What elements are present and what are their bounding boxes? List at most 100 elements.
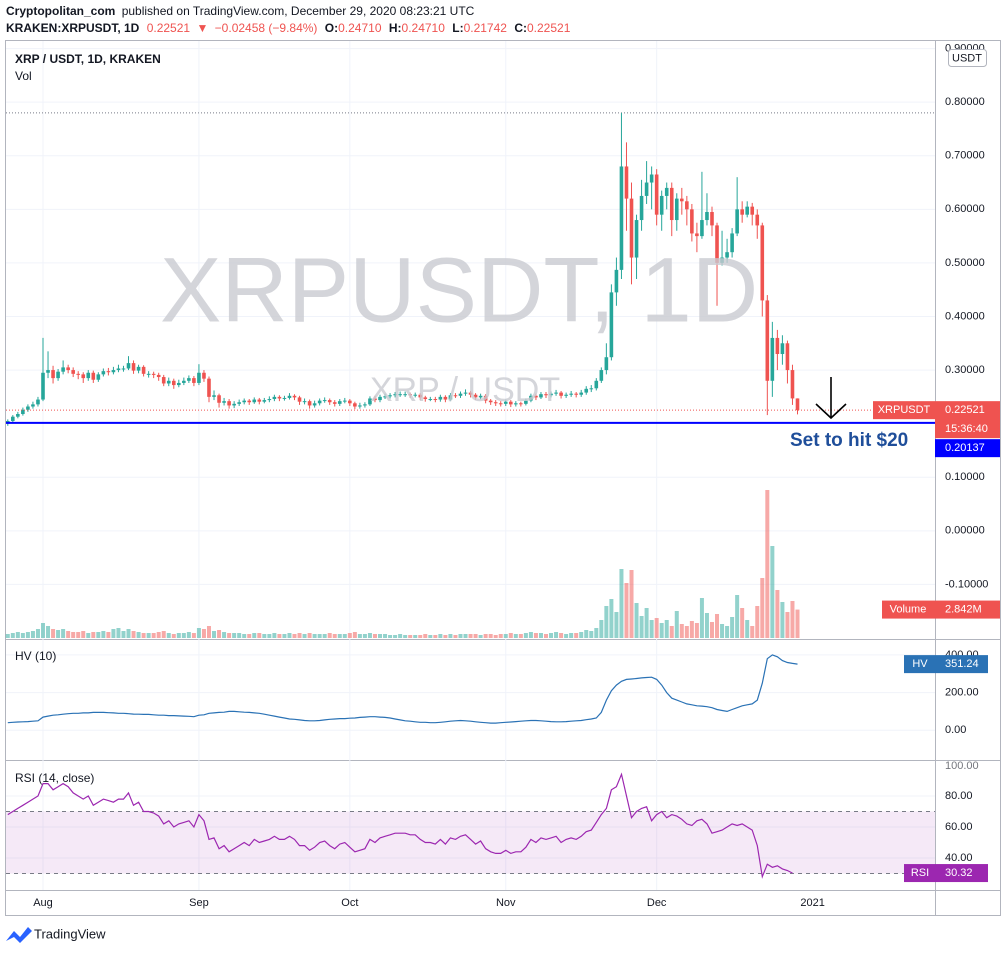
candle-body xyxy=(232,403,236,406)
y-tick-label: 0.00 xyxy=(945,724,966,736)
y-tick-label: 0.70000 xyxy=(945,150,985,162)
candle-body xyxy=(503,401,508,404)
volume-bar xyxy=(287,633,292,638)
candle-body xyxy=(725,252,729,258)
volume-bar xyxy=(725,626,730,638)
volume-bar xyxy=(51,629,56,638)
volume-bar xyxy=(528,632,533,638)
volume-bar xyxy=(66,631,71,638)
volume-bar xyxy=(468,634,473,638)
volume-bar xyxy=(61,629,66,638)
candle-body xyxy=(141,366,146,374)
rsi-title: RSI (14, close) xyxy=(15,771,94,785)
change-arrow: ▼ xyxy=(196,21,208,35)
volume-bar xyxy=(242,634,247,638)
volume-bar xyxy=(307,633,312,638)
volume-bar xyxy=(579,632,584,638)
volume-bar xyxy=(408,635,413,638)
y-tick-label: -0.10000 xyxy=(945,578,988,590)
volume-bar xyxy=(659,623,664,638)
badge-name: HV xyxy=(912,658,928,670)
frame xyxy=(5,40,1001,916)
volume-bar xyxy=(292,634,297,638)
volume-bar xyxy=(56,630,61,638)
volume-bar xyxy=(513,634,518,638)
volume-bar xyxy=(599,620,604,638)
candle-body xyxy=(780,343,785,355)
hv-title: HV (10) xyxy=(15,649,56,663)
volume-bar xyxy=(443,635,448,638)
candle-body xyxy=(111,370,116,373)
candle-body xyxy=(192,378,196,383)
candle-body xyxy=(378,396,382,401)
volume-bar xyxy=(15,632,20,638)
badge-bg xyxy=(904,864,988,883)
arrow-head xyxy=(815,403,847,420)
candle-body xyxy=(574,393,578,395)
volume-bar xyxy=(398,634,403,638)
candle-body xyxy=(156,374,161,378)
candle-body xyxy=(91,372,96,380)
volume-bar xyxy=(5,634,10,638)
volume-bar xyxy=(141,633,146,638)
y-tick-label: 0.80000 xyxy=(945,96,985,108)
ohlc-value: 0.24710 xyxy=(338,21,382,35)
candle-body xyxy=(262,400,267,402)
candle-body xyxy=(569,393,573,395)
volume-bar xyxy=(639,616,644,638)
volume-bar xyxy=(232,633,237,638)
volume-bar xyxy=(25,632,30,638)
candle-body xyxy=(498,403,503,405)
volume-bar xyxy=(342,634,347,638)
candle-body xyxy=(654,174,659,215)
candle-body xyxy=(247,400,252,403)
y-tick-label: 0.40000 xyxy=(945,310,985,322)
volume-bar xyxy=(770,546,775,638)
y-tick-label: 0.00000 xyxy=(945,525,985,537)
volume-bar xyxy=(574,633,579,638)
candle-body xyxy=(755,214,760,226)
watermark: XRPUSDT, 1D xyxy=(160,239,758,341)
line-series xyxy=(7,654,798,724)
volume-bar xyxy=(322,634,327,638)
candle-body xyxy=(453,395,458,397)
candle-body xyxy=(51,370,55,379)
candle-body xyxy=(614,269,619,293)
candle-body xyxy=(529,395,533,401)
candle-body xyxy=(448,395,453,400)
volume-bar xyxy=(186,632,191,638)
volume-bar xyxy=(559,633,564,638)
candle-body xyxy=(327,400,332,403)
candle-body xyxy=(690,209,694,234)
volume-bar xyxy=(589,631,594,638)
volume-bar xyxy=(463,634,468,638)
candle-body xyxy=(383,396,387,398)
candle-body xyxy=(368,398,372,405)
volume-bar xyxy=(252,633,257,638)
candle-body xyxy=(468,392,473,395)
candle-body xyxy=(177,382,181,386)
candle-body xyxy=(795,398,800,411)
volume-bar xyxy=(20,633,25,638)
volume-bar xyxy=(654,618,659,638)
candle-body xyxy=(730,233,734,253)
candle-body xyxy=(388,395,392,397)
series-badge: XRPUSDT xyxy=(878,404,931,416)
volume-bar xyxy=(403,635,408,638)
volume-bar xyxy=(478,635,483,638)
volume-bar xyxy=(493,635,498,638)
line-series xyxy=(7,772,793,879)
candle-body xyxy=(745,206,749,215)
candle-body xyxy=(428,399,433,401)
x-tick-label: Aug xyxy=(33,897,53,909)
candle-body xyxy=(71,370,75,374)
header-line-1: Cryptopolitan_com published on TradingVi… xyxy=(6,4,475,18)
unit-label: USDT xyxy=(952,52,982,64)
volume-bar xyxy=(604,606,609,638)
volume-bar xyxy=(609,599,614,638)
x-tick-label: Nov xyxy=(496,897,516,909)
volume-bar xyxy=(584,630,589,638)
candle-body xyxy=(272,396,277,400)
volume-bar xyxy=(790,601,795,638)
volume-bar xyxy=(327,633,332,638)
